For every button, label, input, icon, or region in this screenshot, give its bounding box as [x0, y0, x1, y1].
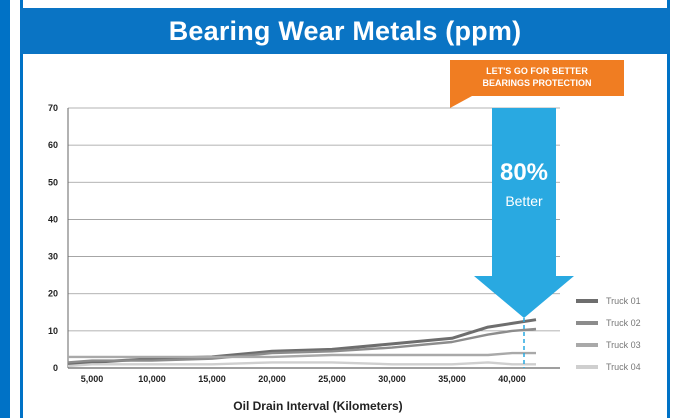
- x-tick-label: 20,000: [258, 374, 286, 384]
- y-tick-label: 40: [48, 214, 58, 224]
- x-tick-label: 35,000: [438, 374, 466, 384]
- x-tick-label: 10,000: [138, 374, 166, 384]
- series-line-2: [67, 327, 537, 364]
- y-tick-label: 10: [48, 326, 58, 336]
- legend-label-1: Truck 01: [606, 296, 641, 306]
- x-tick-label: 25,000: [318, 374, 346, 384]
- arrow-label: Better: [505, 193, 543, 209]
- callout-text-line: BEARINGS PROTECTION: [482, 78, 591, 88]
- legend-label-3: Truck 03: [606, 340, 641, 350]
- series-layer: [67, 318, 537, 368]
- x-tick-label: 15,000: [198, 374, 226, 384]
- y-tick-label: 60: [48, 140, 58, 150]
- x-tick-label: 30,000: [378, 374, 406, 384]
- x-tick-label: 40,000: [498, 374, 526, 384]
- callout-text-line: LET'S GO FOR BETTER: [486, 66, 588, 76]
- y-tick-label: 30: [48, 252, 58, 262]
- legend-label-2: Truck 02: [606, 318, 641, 328]
- y-tick-label: 70: [48, 103, 58, 113]
- chart-title: Bearing Wear Metals (ppm): [20, 8, 670, 54]
- down-arrow: [474, 108, 574, 318]
- y-tick-label: 50: [48, 177, 58, 187]
- x-axis-label: Oil Drain Interval (Kilometers): [233, 399, 402, 413]
- callout-tail: [450, 96, 472, 108]
- axis-layer: 0 10 20 30 40 50 60 70 5,000 10,000 15,000 20,000 25…: [48, 103, 526, 384]
- series-line-4: [67, 361, 536, 368]
- y-tick-label: 20: [48, 289, 58, 299]
- adjacent-panel-edge: [0, 0, 10, 418]
- legend: Truck 01 Truck 02 Truck 03 Truck 04: [576, 296, 641, 372]
- y-tick-label: 0: [53, 363, 58, 373]
- series-line-3: [68, 351, 536, 359]
- annotation-layer: 80% Better LET'S GO FOR BETTER BEARINGS PRO…: [450, 60, 624, 368]
- x-tick-label: 5,000: [81, 374, 104, 384]
- grid-layer: [67, 107, 560, 369]
- callout-box: [450, 60, 624, 96]
- legend-label-4: Truck 04: [606, 362, 641, 372]
- arrow-percent: 80%: [500, 159, 548, 186]
